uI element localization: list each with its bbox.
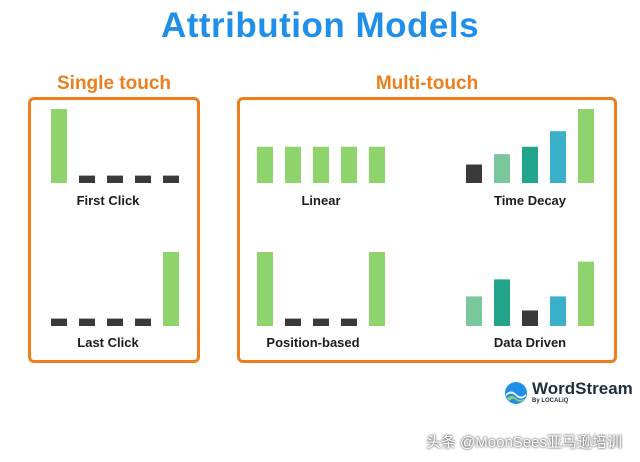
page-title: Attribution Models (160, 6, 480, 45)
label-last-click: Last Click (77, 335, 139, 350)
first-click-bar-3 (107, 175, 123, 183)
position-based-bar-5 (369, 252, 385, 326)
data-driven-bar-3 (522, 310, 538, 326)
data-driven-bar-4 (550, 296, 566, 326)
last-click-bar-4 (135, 318, 151, 326)
label-time-decay: Time Decay (493, 193, 567, 208)
multi-touch-heading: Multi-touch (375, 73, 479, 94)
label-first-click: First Click (76, 193, 140, 208)
last-click-bar-1 (51, 318, 67, 326)
last-click-bar-3 (107, 318, 123, 326)
last-click-bar-5 (163, 252, 179, 326)
first-click-bar-5 (163, 175, 179, 183)
logo-wordmark: WordStream (532, 379, 633, 398)
watermark: 头条 @MoonSees亚马逊培训 (425, 434, 622, 451)
linear-bar-1 (257, 146, 273, 183)
time-decay-bar-1 (466, 164, 482, 183)
label-position-based: Position-based (266, 335, 360, 350)
time-decay-bar-2 (494, 154, 510, 183)
single-touch-heading: Single touch (57, 73, 171, 94)
time-decay-bar-4 (550, 131, 566, 183)
position-based-bar-2 (285, 318, 301, 326)
single-touch-panel (28, 97, 200, 363)
position-based-bar-4 (341, 318, 357, 326)
data-driven-bar-5 (578, 261, 594, 326)
linear-bar-5 (369, 146, 385, 183)
logo-subtext: By LOCALiQ (532, 398, 569, 404)
label-data-driven: Data Driven (493, 335, 567, 350)
last-click-bar-2 (79, 318, 95, 326)
linear-bar-4 (341, 146, 357, 183)
first-click-bar-4 (135, 175, 151, 183)
wordstream-logo-icon (505, 382, 527, 404)
data-driven-bar-1 (466, 296, 482, 326)
time-decay-bar-5 (578, 109, 594, 183)
linear-bar-2 (285, 146, 301, 183)
position-based-bar-1 (257, 252, 273, 326)
first-click-bar-1 (51, 109, 67, 183)
multi-touch-panel (237, 97, 617, 363)
data-driven-bar-2 (494, 279, 510, 326)
label-linear: Linear (301, 193, 341, 208)
linear-bar-3 (313, 146, 329, 183)
position-based-bar-3 (313, 318, 329, 326)
first-click-bar-2 (79, 175, 95, 183)
time-decay-bar-3 (522, 146, 538, 183)
